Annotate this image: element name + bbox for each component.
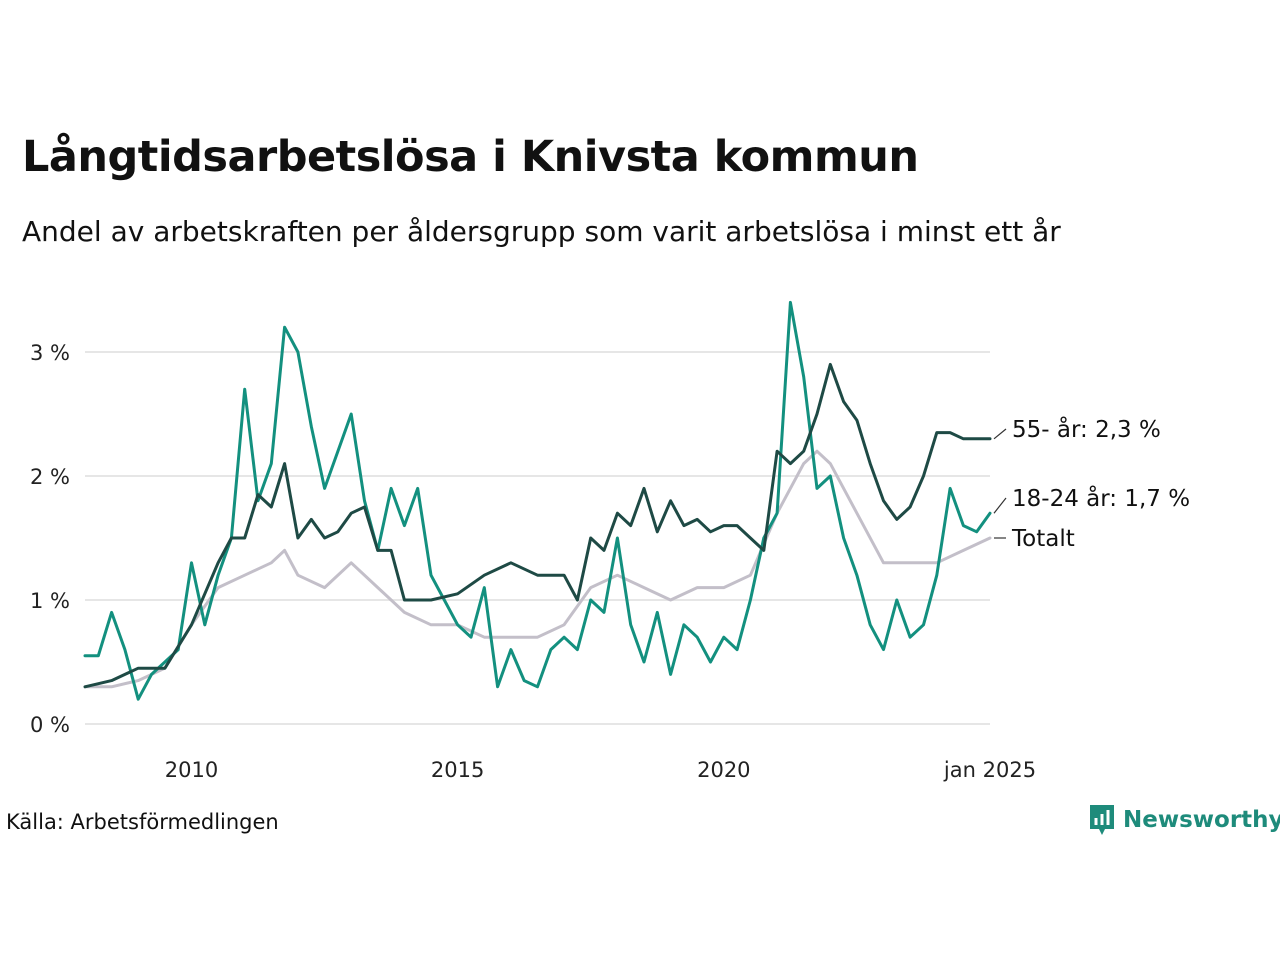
end-label-leader-18-24-r: [993, 497, 1007, 514]
end-labels: Totalt 18-24 år: 1,7 % 55- år: 2,3 %: [993, 415, 1190, 552]
grid-lines: [85, 351, 990, 725]
chart-subtitle: Andel av arbetskraften per åldersgrupp s…: [22, 215, 1061, 248]
x-tick-label: jan 2025: [943, 758, 1036, 782]
y-tick-label: 3 %: [30, 341, 70, 365]
x-axis-ticks: 2010 2015 2020 jan 2025: [165, 758, 1036, 782]
chart-title: Långtidsarbetslösa i Knivsta kommun: [22, 132, 919, 182]
x-tick-label: 2015: [431, 758, 484, 782]
end-label-55-r: 55- år: 2,3 %: [1012, 415, 1161, 443]
end-label-totalt: Totalt: [1011, 526, 1075, 552]
newsworthy-logo-icon: [1090, 805, 1114, 835]
series-line-55-r: [83, 362, 992, 689]
series-lines: [83, 300, 992, 701]
x-tick-label: 2020: [697, 758, 750, 782]
source-note: Källa: Arbetsförmedlingen: [6, 810, 279, 834]
y-tick-label: 0 %: [30, 713, 70, 737]
brand-name: Newsworthy: [1123, 807, 1280, 833]
series-line-totalt: [83, 449, 992, 689]
end-label-leader-55-r: [993, 428, 1007, 440]
y-axis-ticks: 0 % 1 % 2 % 3 %: [30, 341, 70, 737]
series-line-18-24-r: [83, 300, 992, 701]
y-tick-label: 1 %: [30, 589, 70, 613]
end-label-18-24-r: 18-24 år: 1,7 %: [1012, 484, 1190, 512]
y-tick-label: 2 %: [30, 465, 70, 489]
brand-logo: Newsworthy: [1088, 803, 1280, 837]
x-tick-label: 2010: [165, 758, 218, 782]
